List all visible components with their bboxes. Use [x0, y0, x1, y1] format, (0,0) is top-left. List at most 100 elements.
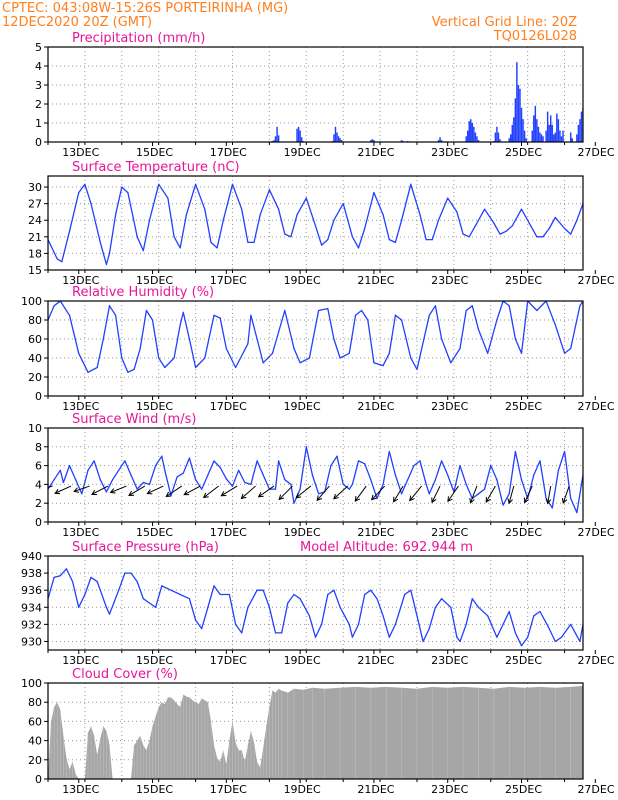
- precip-bar: [548, 124, 550, 142]
- wind-point: [194, 479, 197, 481]
- pressure-point: [170, 589, 172, 591]
- pressure-panel: 930 932 934 936 938 940 13DEC 15DEC 17DEC 19DEC 21…: [21, 540, 615, 667]
- pressure-point: [207, 606, 209, 608]
- x-tick-label: 21DEC: [357, 654, 394, 667]
- wind-arrow-head: [523, 497, 530, 504]
- rh-point: [182, 311, 184, 313]
- y-tick-label: 1: [35, 117, 42, 130]
- precip-bar: [579, 119, 581, 142]
- rh-point: [416, 368, 418, 370]
- wind-arrow-head: [91, 489, 97, 495]
- rh-point: [333, 338, 335, 340]
- pressure-point: [293, 593, 295, 596]
- precip-bar: [476, 136, 478, 142]
- wind-point: [219, 466, 221, 469]
- temp-point: [410, 183, 412, 185]
- temp-title: Surface Temperature (nC): [72, 160, 240, 175]
- temp-point: [216, 247, 218, 249]
- y-tick-label: 18: [28, 247, 42, 260]
- x-tick-label: 15DEC: [136, 400, 173, 413]
- pressure-frame: [47, 555, 584, 651]
- rh-point: [508, 305, 510, 307]
- y-tick-label: 24: [28, 214, 42, 227]
- pressure-point: [440, 598, 443, 600]
- wind-arrow-head: [371, 494, 377, 501]
- pressure-point: [370, 589, 372, 591]
- temp-point: [253, 241, 255, 243]
- precip-bar: [437, 140, 440, 142]
- precip-bar: [531, 130, 533, 142]
- y-tick-label: 3: [35, 79, 42, 92]
- temp-point: [142, 250, 144, 252]
- x-tick-label: 19DEC: [284, 783, 321, 796]
- wind-point: [490, 465, 492, 467]
- wind-arrow-head: [469, 497, 475, 504]
- x-tick-label: 13DEC: [62, 783, 99, 796]
- wind-panel: 0 2 4 6 8 10 13DEC 15DEC 17DEC 19DEC 21DEC 23DEC 25D…: [28, 412, 615, 539]
- precip-bar: [439, 137, 441, 142]
- pressure-point: [539, 610, 541, 613]
- wind-arrow-head: [183, 490, 190, 496]
- precip-bar: [536, 119, 538, 142]
- wind-arrow-head: [146, 489, 153, 495]
- wind-arrow-head: [220, 491, 227, 497]
- temp-point: [447, 197, 449, 199]
- precip-bar: [299, 130, 301, 142]
- wind-arrow: [547, 485, 552, 504]
- wind-point: [459, 465, 461, 467]
- precip-bar: [276, 126, 278, 142]
- header-grid-line: Vertical Grid Line: 20Z: [432, 15, 577, 30]
- rh-point: [115, 314, 117, 316]
- pressure-line: [48, 568, 583, 647]
- wind-arrow: [470, 485, 478, 504]
- temp-point: [296, 214, 298, 216]
- pressure-point: [256, 589, 258, 591]
- wind-point: [207, 474, 209, 476]
- temp-point: [474, 225, 476, 227]
- x-tick-label: 21DEC: [357, 146, 394, 159]
- pressure-point: [136, 581, 138, 583]
- wind-arrow: [54, 485, 72, 494]
- rh-point: [53, 305, 55, 307]
- model-altitude: Model Altitude: 692.944 m: [300, 540, 473, 555]
- panels: 0 1 2 3 4 5 13DEC 15DEC 17DEC 19DEC 21DEC 23DEC 25DE…: [21, 31, 615, 796]
- y-tick-label: 21: [28, 231, 42, 244]
- wind-point: [514, 450, 516, 453]
- pressure-point: [527, 636, 529, 638]
- temp-point: [520, 208, 523, 210]
- rh-point: [293, 347, 295, 350]
- rh-point: [102, 338, 104, 340]
- pressure-point: [404, 593, 406, 596]
- precip-panel: 0 1 2 3 4 5 13DEC 15DEC 17DEC 19DEC 21DEC 23DEC 25DE…: [35, 31, 615, 159]
- rh-point: [284, 309, 286, 312]
- pressure-point: [274, 632, 277, 634]
- wind-arrow: [562, 485, 570, 504]
- pressure-point: [339, 606, 341, 608]
- wind-arrow-head: [278, 494, 285, 501]
- pressure-point: [287, 602, 289, 604]
- pressure-point: [321, 623, 323, 625]
- pressure-point: [416, 615, 418, 617]
- precip-bar: [508, 138, 510, 142]
- wind-arrow: [485, 485, 496, 503]
- precip-bar: [553, 134, 555, 142]
- rh-point: [563, 352, 566, 354]
- wind-arrow-head: [507, 498, 513, 505]
- precip-bar: [551, 124, 553, 142]
- precip-bar: [577, 124, 580, 142]
- precip-bar: [517, 85, 520, 142]
- rh-point: [188, 338, 191, 340]
- rh-point: [225, 347, 227, 350]
- temp-point: [204, 208, 206, 210]
- temp-point: [542, 236, 544, 238]
- precip-bar: [549, 115, 552, 142]
- precip-bar: [336, 132, 338, 142]
- temp-point: [333, 219, 335, 221]
- wind-arrow: [431, 485, 441, 503]
- wind-arrow: [165, 485, 183, 497]
- precip-bar: [513, 117, 515, 142]
- wind-point: [201, 488, 203, 490]
- wind-point: [465, 483, 467, 485]
- pressure-point: [161, 585, 163, 587]
- pressure-point: [471, 598, 473, 600]
